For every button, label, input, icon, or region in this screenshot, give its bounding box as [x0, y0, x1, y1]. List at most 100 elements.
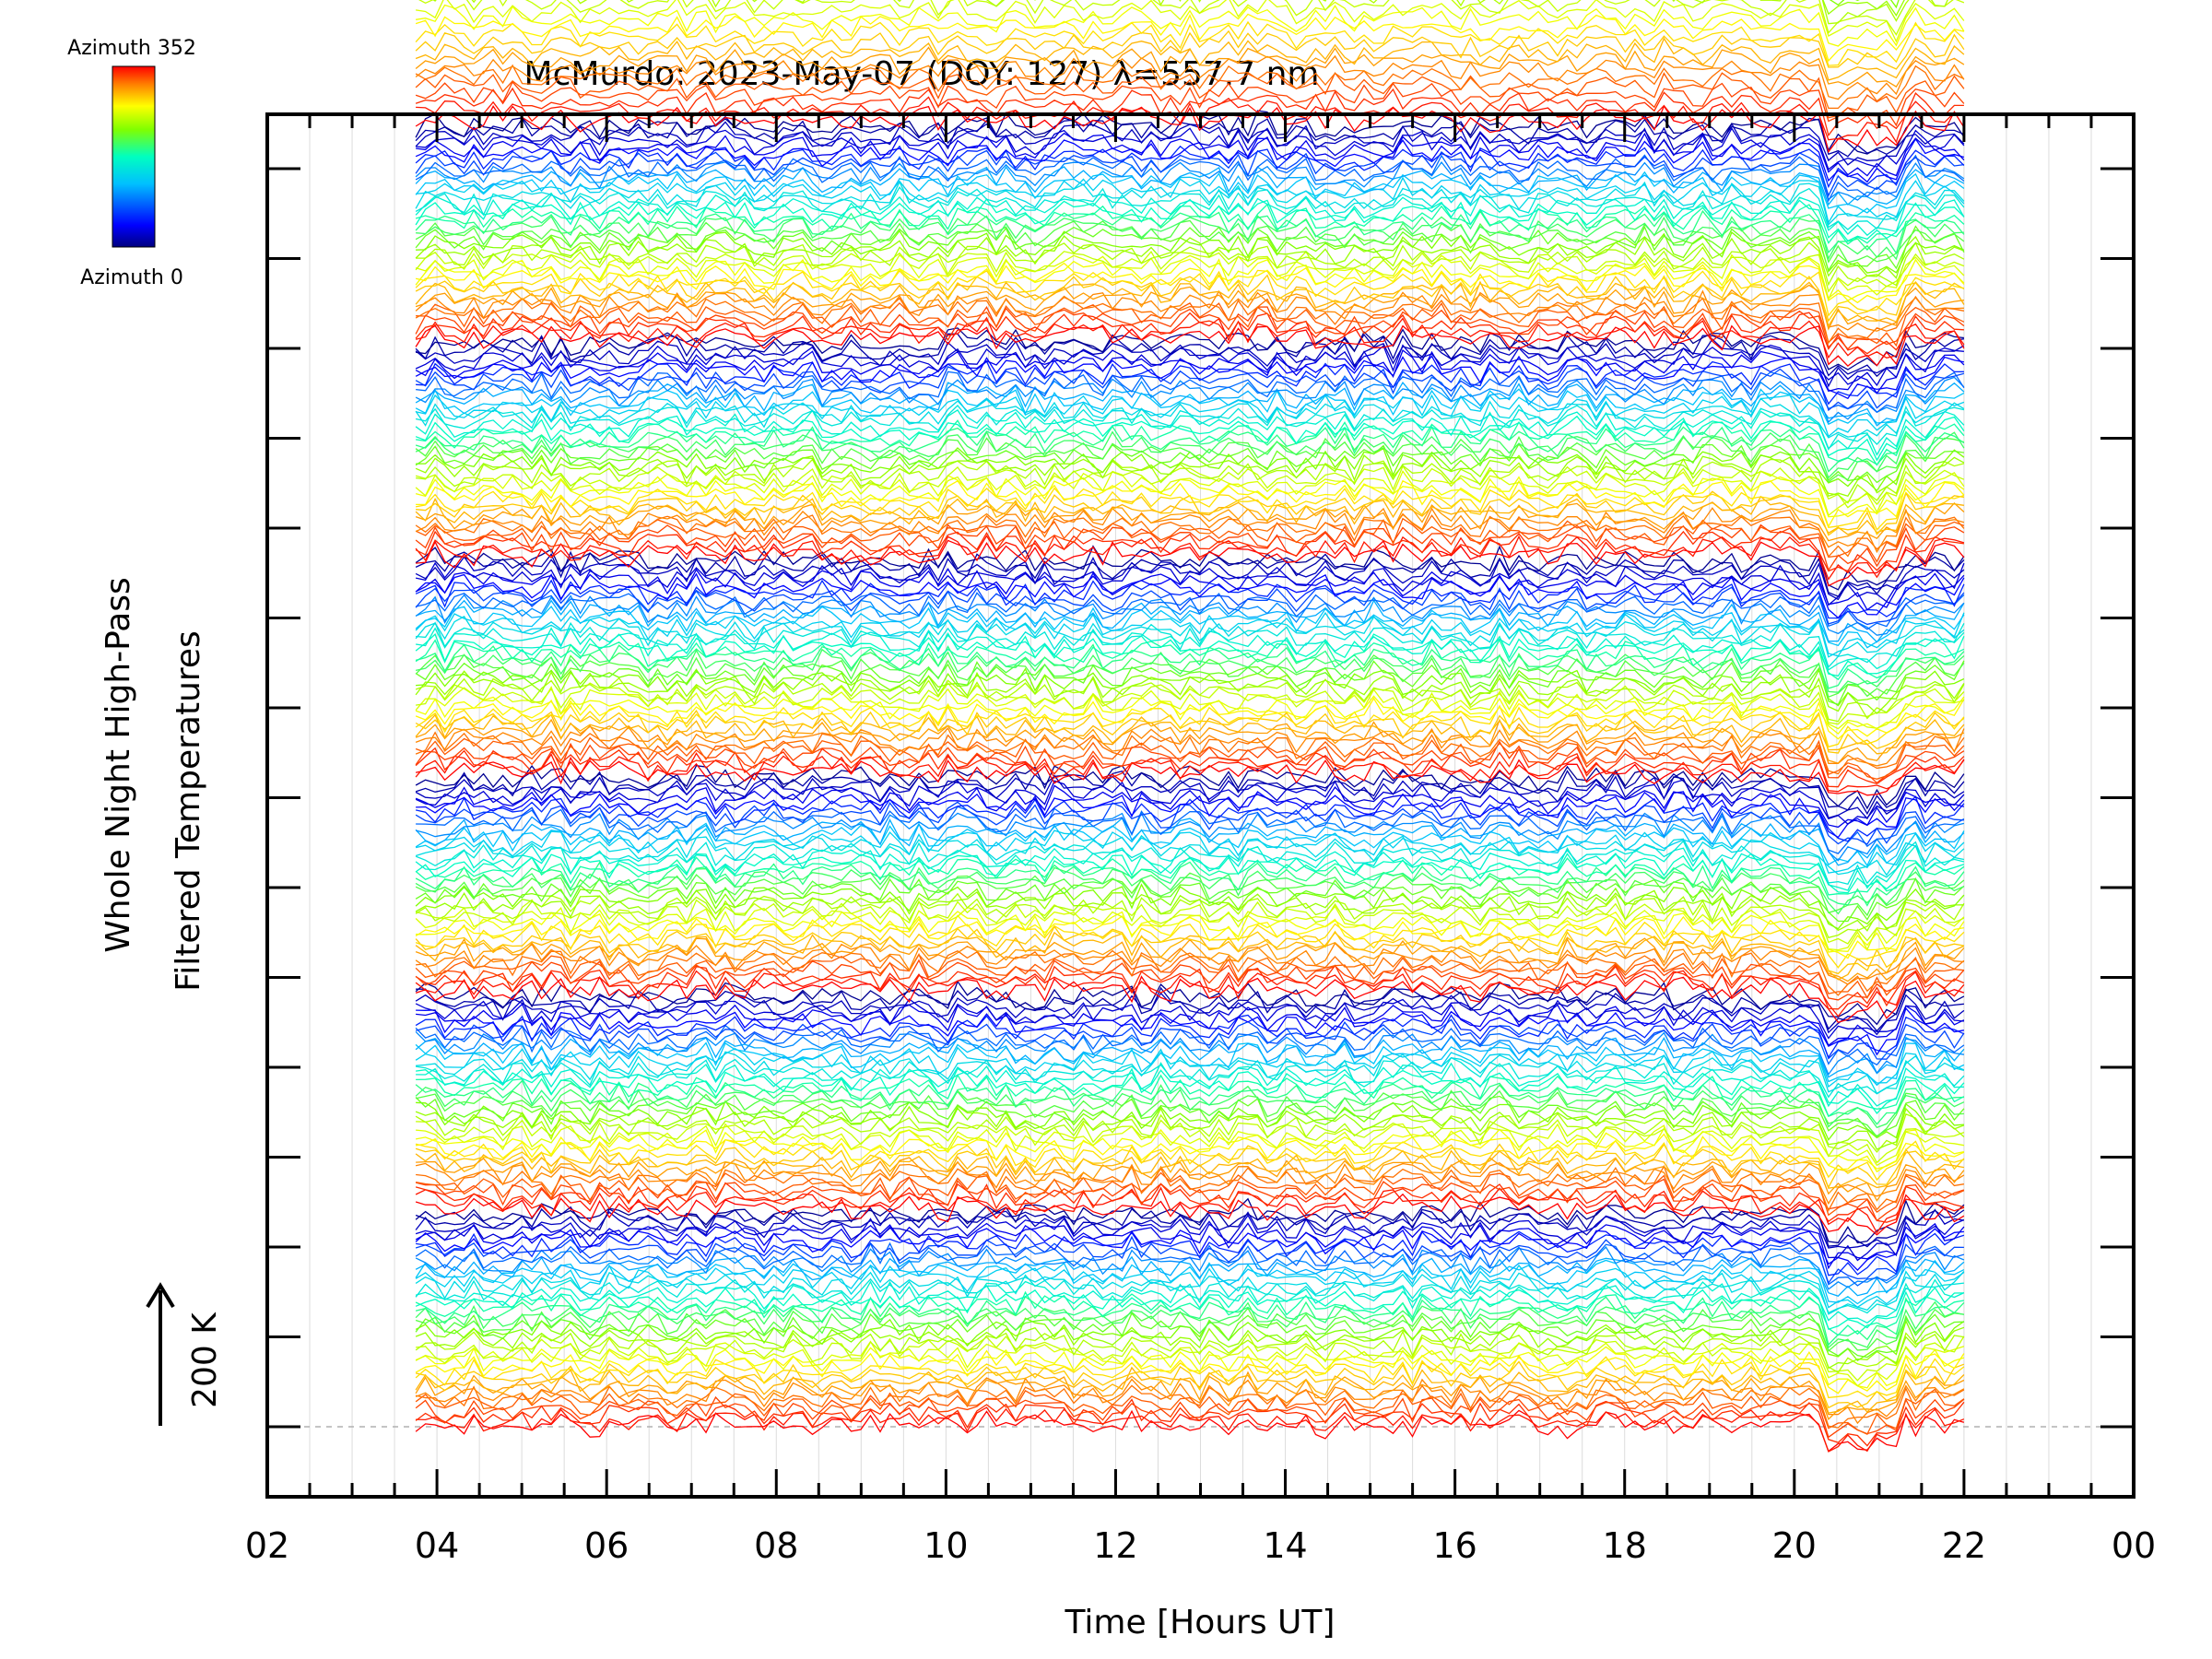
azimuth-trace — [415, 1222, 1965, 1270]
azimuth-trace — [415, 1340, 1965, 1387]
azimuth-trace — [415, 316, 1965, 359]
azimuth-trace — [415, 469, 1965, 517]
azimuth-trace — [415, 507, 1965, 554]
azimuth-trace — [416, 1157, 1965, 1202]
azimuth-trace — [415, 817, 1965, 866]
azimuth-trace — [415, 586, 1965, 626]
azimuth-trace — [415, 54, 1965, 100]
azimuth-trace — [415, 892, 1965, 939]
azimuth-trace — [415, 269, 1965, 317]
azimuth-trace — [415, 388, 1965, 426]
x-axis-title: Time [Hours UT] — [1065, 1604, 1335, 1641]
azimuth-trace — [415, 1307, 1964, 1352]
x-tick-label: 12 — [1093, 1525, 1137, 1566]
x-tick-label: 20 — [1772, 1525, 1817, 1566]
azimuth-trace — [415, 704, 1965, 748]
azimuth-trace — [415, 209, 1965, 255]
azimuth-trace — [415, 524, 1965, 572]
azimuth-trace — [415, 959, 1965, 1001]
colorbar-bottom-label: Azimuth 0 — [80, 266, 183, 289]
azimuth-trace — [415, 337, 1965, 388]
azimuth-trace — [415, 104, 1965, 154]
azimuth-trace — [415, 685, 1965, 730]
azimuth-trace — [415, 710, 1965, 754]
azimuth-trace — [415, 840, 1965, 885]
azimuth-trace — [415, 643, 1965, 689]
azimuth-trace — [415, 1095, 1965, 1137]
azimuth-trace — [415, 474, 1965, 518]
azimuth-trace — [415, 37, 1965, 81]
colorbar-top-label: Azimuth 352 — [67, 37, 196, 60]
azimuth-trace — [415, 660, 1965, 706]
azimuth-trace — [415, 409, 1965, 456]
azimuth-trace — [415, 774, 1965, 820]
colorbar: Azimuth 352 Azimuth 0 — [67, 37, 196, 289]
azimuth-trace — [416, 1230, 1965, 1277]
azimuth-trace — [415, 415, 1965, 462]
azimuth-trace — [415, 747, 1965, 788]
azimuth-trace — [415, 1264, 1965, 1309]
scale-arrow-head — [146, 1282, 175, 1309]
azimuth-trace — [415, 1204, 1965, 1248]
azimuth-trace — [415, 677, 1965, 723]
azimuth-trace — [415, 234, 1965, 279]
azimuth-trace — [415, 344, 1964, 387]
azimuth-trace — [415, 1377, 1965, 1425]
azimuth-trace — [415, 605, 1965, 649]
azimuth-trace — [416, 1056, 1965, 1099]
colorbar-gradient — [112, 65, 156, 248]
azimuth-trace — [415, 453, 1965, 497]
azimuth-trace — [416, 1123, 1965, 1167]
azimuth-trace — [415, 883, 1965, 930]
azimuth-trace — [415, 1270, 1965, 1315]
azimuth-trace — [416, 1119, 1965, 1164]
scale-label: 200 K — [186, 1312, 224, 1408]
azimuth-trace — [415, 834, 1965, 877]
azimuth-trace — [416, 1333, 1965, 1382]
azimuth-trace — [415, 465, 1965, 509]
x-tick-label: 18 — [1603, 1525, 1647, 1566]
azimuth-trace — [415, 349, 1965, 394]
azimuth-trace — [415, 1105, 1965, 1150]
azimuth-trace — [415, 756, 1965, 796]
y-axis-title-line2: Filtered Temperatures — [170, 630, 207, 992]
azimuth-trace — [415, 1296, 1965, 1347]
azimuth-trace — [416, 911, 1965, 953]
azimuth-trace — [415, 1278, 1965, 1324]
azimuth-trace — [415, 852, 1965, 894]
azimuth-trace — [415, 611, 1965, 657]
azimuth-trace — [415, 980, 1965, 1026]
azimuth-trace — [415, 1225, 1964, 1272]
azimuth-trace — [415, 740, 1965, 784]
x-tick-label: 22 — [1942, 1525, 1986, 1566]
azimuth-trace — [415, 1041, 1965, 1087]
azimuth-trace — [415, 203, 1965, 245]
azimuth-trace — [416, 132, 1965, 177]
azimuth-trace — [415, 1138, 1965, 1182]
azimuth-trace — [415, 638, 1965, 681]
azimuth-trace — [415, 1290, 1965, 1336]
azimuth-trace — [415, 1330, 1964, 1373]
azimuth-trace — [415, 253, 1965, 301]
azimuth-trace — [415, 430, 1965, 479]
x-tick-label: 14 — [1263, 1525, 1307, 1566]
x-tick-labels: 02 04 06 08 10 12 14 16 18 20 22 00 — [245, 1525, 2156, 1566]
azimuth-trace — [415, 1246, 1965, 1290]
azimuth-trace — [415, 1079, 1964, 1125]
azimuth-trace — [415, 1388, 1965, 1435]
scale-bar: 200 K — [146, 1282, 224, 1426]
azimuth-trace — [415, 397, 1965, 439]
azimuth-trace — [415, 724, 1965, 767]
azimuth-trace — [415, 1046, 1965, 1088]
azimuth-trace — [415, 1312, 1964, 1359]
azimuth-trace — [415, 165, 1965, 206]
azimuth-trace — [415, 697, 1965, 740]
azimuth-trace — [416, 1006, 1965, 1056]
azimuth-trace — [415, 970, 1965, 1018]
azimuth-trace — [415, 80, 1965, 127]
azimuth-trace — [415, 925, 1965, 975]
azimuth-trace — [415, 801, 1964, 845]
azimuth-trace — [415, 435, 1965, 483]
azimuth-trace — [415, 1258, 1965, 1305]
azimuth-trace — [415, 154, 1965, 203]
